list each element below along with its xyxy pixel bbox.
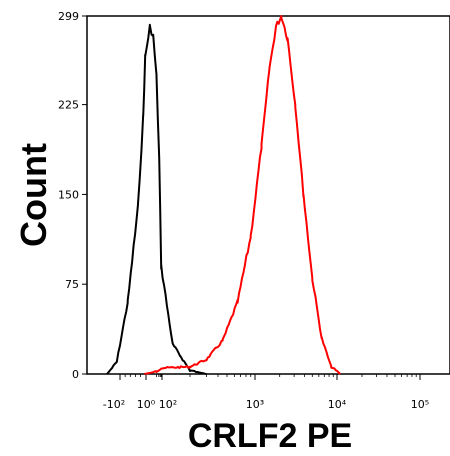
y-axis-ticks: 0 75 150 225 299 bbox=[58, 10, 87, 381]
y-tick-label: 75 bbox=[65, 278, 79, 291]
plot-frame bbox=[86, 15, 450, 375]
y-axis-title: Count bbox=[13, 143, 54, 247]
y-tick-label: 225 bbox=[58, 99, 79, 112]
series-line-black bbox=[106, 23, 207, 375]
x-tick-label: 10⁴ bbox=[328, 398, 347, 411]
y-tick-label: 299 bbox=[58, 10, 79, 23]
x-tick-label: 10³ bbox=[246, 398, 264, 411]
y-tick-label: 150 bbox=[58, 188, 79, 201]
x-tick-label: 10⁵ bbox=[411, 398, 429, 411]
x-axis-ticks: -10² 10⁰ 10² 10³ 10⁴ 10⁵ bbox=[103, 374, 429, 411]
x-tick-label: 10² bbox=[159, 398, 177, 411]
x-axis-title: CRLF2 PE bbox=[188, 417, 352, 455]
x-tick-label: -10² bbox=[103, 398, 125, 411]
series-line-red bbox=[144, 15, 342, 375]
series-layer bbox=[106, 15, 342, 375]
y-tick-label: 0 bbox=[72, 368, 79, 381]
x-tick-label: 10⁰ bbox=[137, 398, 156, 411]
